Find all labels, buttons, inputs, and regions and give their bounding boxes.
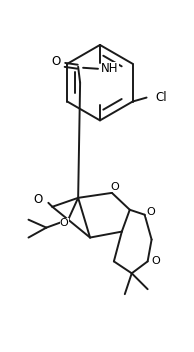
Text: O: O bbox=[151, 256, 160, 266]
Text: O: O bbox=[60, 218, 69, 228]
Text: O: O bbox=[146, 207, 155, 217]
Text: NH: NH bbox=[101, 62, 119, 75]
Text: O: O bbox=[111, 182, 119, 192]
Text: O: O bbox=[52, 55, 61, 68]
Text: Cl: Cl bbox=[155, 91, 167, 104]
Text: O: O bbox=[34, 193, 43, 206]
